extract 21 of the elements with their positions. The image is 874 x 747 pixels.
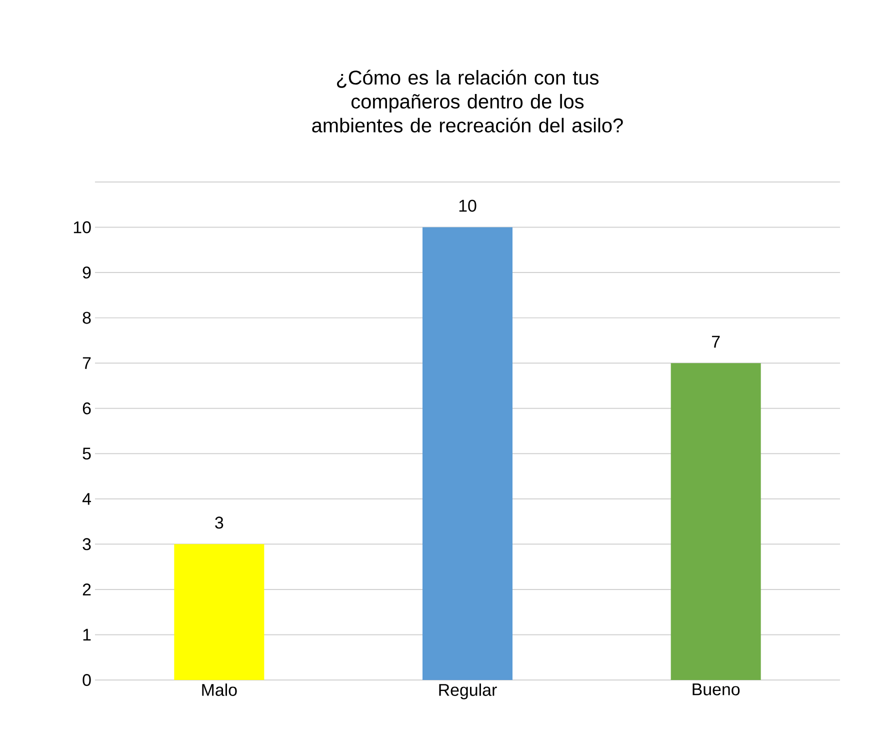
- y-tick-label: 4: [82, 493, 91, 505]
- bar: [422, 227, 513, 680]
- y-tick-label: 7: [82, 357, 91, 369]
- x-tick-label: Regular: [439, 684, 497, 700]
- y-tick-label: 3: [82, 538, 91, 550]
- bar: [670, 363, 761, 680]
- data-label: 7: [712, 336, 720, 348]
- y-tick-label: 0: [82, 674, 91, 686]
- y-tick-label: 10: [74, 221, 91, 234]
- data-label: 10: [459, 200, 476, 212]
- y-tick-label: 8: [82, 312, 91, 324]
- y-tick-label: 6: [82, 402, 91, 414]
- x-tick-label: Bueno: [692, 684, 740, 696]
- bar: [174, 544, 264, 680]
- y-tick-label: 5: [82, 448, 91, 460]
- y-tick-label: 2: [82, 584, 91, 596]
- y-tick-label: 9: [82, 266, 91, 279]
- data-label: 3: [215, 516, 224, 529]
- x-tick-label: Malo: [202, 684, 237, 696]
- y-tick-label: 1: [83, 628, 91, 641]
- chart-title: ¿Cómo es la relación con tus compañeros dentro de los ambientes de recreación del asilo?: [312, 70, 623, 132]
